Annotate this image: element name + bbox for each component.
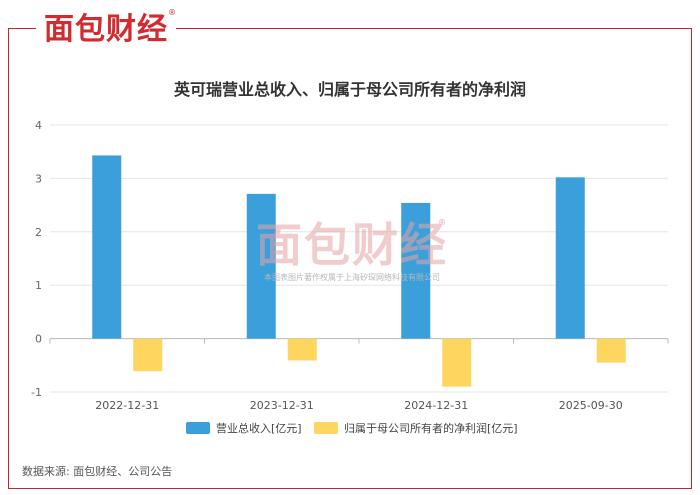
profit-bar	[442, 338, 472, 387]
legend-label-revenue: 营业总收入[亿元]	[216, 421, 302, 435]
profit-bar	[287, 338, 317, 361]
x-tick-label: 2023-12-31	[250, 399, 314, 412]
legend-label-profit: 归属于母公司所有者的净利润[亿元]	[344, 421, 518, 435]
y-tick-label: 2	[35, 226, 42, 239]
revenue-bar	[92, 155, 122, 339]
y-tick-label: 1	[35, 279, 42, 292]
chart-frame	[8, 28, 692, 489]
profit-bar	[596, 338, 626, 363]
brand-reg-mark: ®	[168, 8, 176, 17]
revenue-bar	[555, 177, 585, 339]
x-tick-label: 2022-12-31	[95, 399, 159, 412]
y-tick-label: -1	[31, 386, 42, 399]
revenue-bar	[401, 202, 431, 339]
y-tick-label: 3	[35, 172, 42, 185]
y-tick-label: 0	[35, 333, 42, 346]
y-tick-label: 4	[35, 119, 42, 132]
legend-swatch-revenue	[186, 422, 210, 434]
x-tick-label: 2025-09-30	[559, 399, 623, 412]
profit-bar	[133, 338, 163, 372]
x-tick-label: 2024-12-31	[404, 399, 468, 412]
revenue-bar	[246, 193, 276, 339]
source-note: 数据来源: 面包财经、公司公告	[22, 465, 173, 478]
legend-swatch-profit	[314, 422, 338, 434]
brand-logo: 面包财经 ®	[36, 8, 176, 50]
brand-logo-text: 面包财经	[44, 12, 168, 47]
chart-title: 英可瑞营业总收入、归属于母公司所有者的净利润	[173, 80, 526, 99]
